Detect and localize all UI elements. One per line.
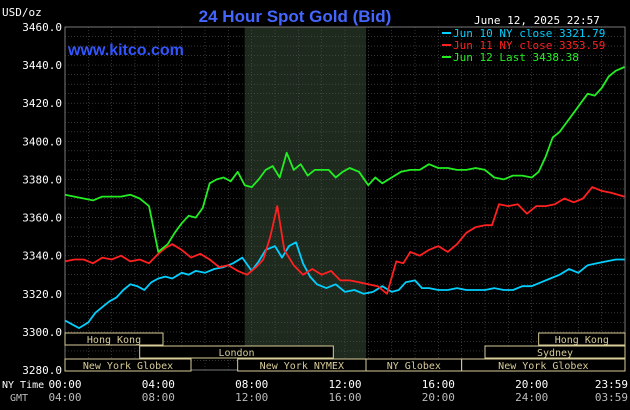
- gmt-label: GMT: [10, 393, 28, 404]
- session-label: London: [218, 348, 254, 359]
- session-box: [538, 332, 626, 346]
- y-tick-label: 3280.0: [22, 364, 62, 377]
- y-tick-label: 3300.0: [22, 326, 62, 339]
- session-label: New York Globex: [498, 361, 588, 372]
- x-tick-label-ny: 04:00: [142, 378, 175, 391]
- legend-entry: Jun 11 NY close 3353.59: [453, 39, 605, 52]
- x-tick-label-ny: 00:00: [48, 378, 81, 391]
- timestamp: June 12, 2025 22:57: [474, 14, 600, 27]
- website-label: www.kitco.com: [67, 42, 184, 59]
- session-label: NY Globex: [387, 361, 441, 372]
- session-box: [461, 358, 626, 372]
- x-tick-labels: 00:0004:0004:0008:0008:0012:0012:0016:00…: [48, 378, 628, 404]
- y-tick-label: 3360.0: [22, 212, 62, 225]
- session-box: [139, 345, 334, 359]
- x-tick-label-ny: 20:00: [515, 378, 548, 391]
- x-tick-label-ny: 16:00: [422, 378, 455, 391]
- y-tick-label: 3320.0: [22, 288, 62, 301]
- series-lines: [64, 66, 625, 330]
- y-tick-label: 3460.0: [22, 21, 62, 34]
- x-tick-label-ny: 08:00: [235, 378, 268, 391]
- y-tick-label: 3400.0: [22, 135, 62, 148]
- series-line-1: [64, 241, 625, 330]
- x-tick-label-gmt: 03:59: [595, 391, 628, 404]
- session-box: [484, 345, 626, 359]
- session-label: Hong Kong: [87, 335, 141, 346]
- session-bars: Hong Kong London New York Globex New York N…: [64, 332, 626, 372]
- y-tick-label: 3420.0: [22, 97, 62, 110]
- y-tick-label: 3340.0: [22, 250, 62, 263]
- ny-time-label: NY Time: [2, 380, 44, 391]
- chart-title: 24 Hour Spot Gold (Bid): [199, 7, 392, 26]
- session-label: New York NYMEX: [260, 361, 344, 372]
- x-tick-label-gmt: 16:00: [328, 391, 361, 404]
- legend-entry: Jun 10 NY close 3321.79: [453, 27, 605, 40]
- x-tick-label-gmt: 24:00: [515, 391, 548, 404]
- grid: [64, 26, 626, 371]
- series-line-2: [64, 186, 625, 295]
- session-box: [64, 358, 192, 372]
- x-tick-label-ny: 23:59: [595, 378, 628, 391]
- x-tick-label-gmt: 04:00: [48, 391, 81, 404]
- x-tick-label-gmt: 20:00: [422, 391, 455, 404]
- session-box: [64, 332, 164, 346]
- x-tick-label-gmt: 12:00: [235, 391, 268, 404]
- series-line-3: [64, 66, 625, 253]
- x-tick-label-ny: 12:00: [328, 378, 361, 391]
- y-tick-labels: 3460.0 3440.0 3420.0 3400.0 3380.0 3360.0 3340…: [22, 21, 62, 377]
- legend-entry: Jun 12 Last 3438.38: [453, 51, 579, 64]
- x-tick-label-gmt: 08:00: [142, 391, 175, 404]
- y-tick-label: 3440.0: [22, 59, 62, 72]
- session-label: New York Globex: [83, 361, 173, 372]
- y-axis-label: USD/oz: [2, 6, 42, 19]
- session-label: Hong Kong: [555, 335, 609, 346]
- session-label: Sydney: [537, 348, 573, 359]
- y-tick-label: 3380.0: [22, 173, 62, 186]
